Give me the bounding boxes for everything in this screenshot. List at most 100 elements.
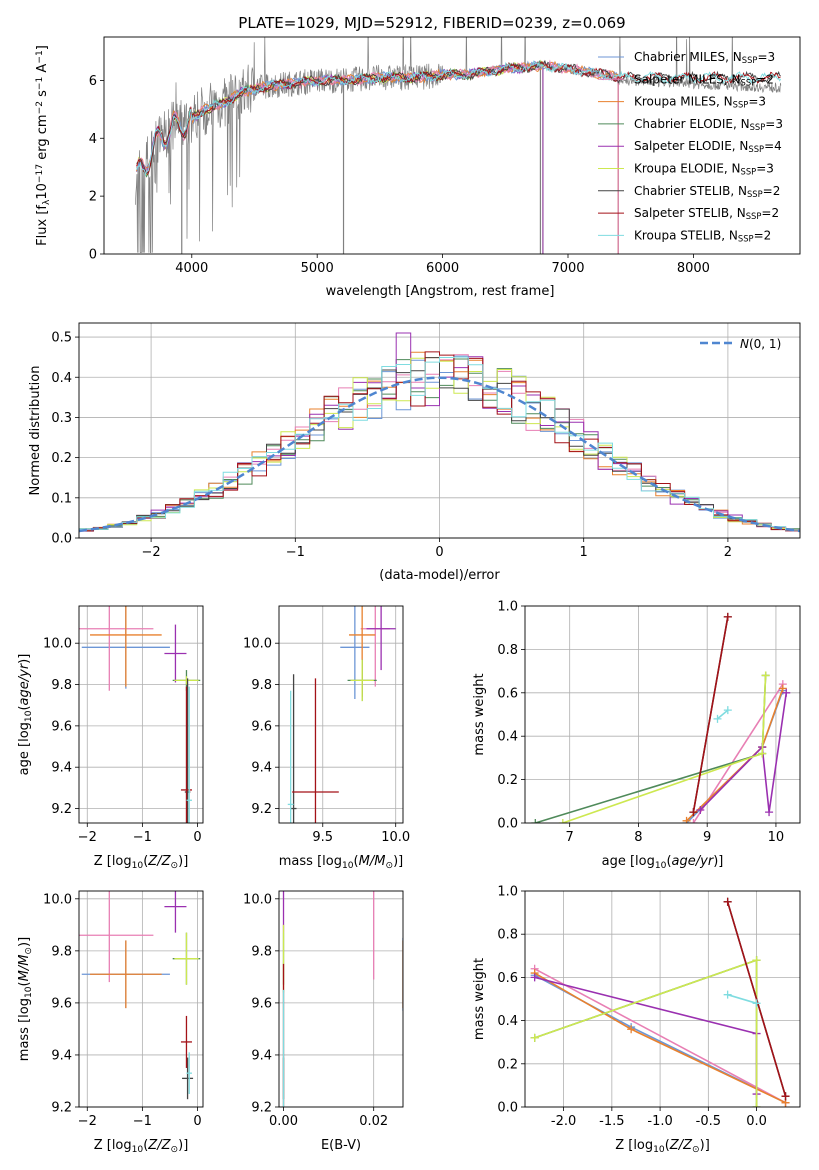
y-tick-label: 0.8 [497, 643, 518, 658]
y-tick-label: 2 [89, 190, 97, 205]
weight-series-line [699, 692, 788, 813]
chart-title: PLATE=1029, MJD=52912, FIBERID=0239, z=0… [238, 14, 625, 32]
y-tick-label: 9.2 [251, 1101, 272, 1116]
weight-marker [689, 808, 698, 817]
weight-series-line [716, 709, 729, 720]
mass_vs_Z-axes: −2 −1 0 9.2 9.4 9.6 9.8 10.0 [43, 891, 203, 1129]
mass_vs_Z-plot [79, 891, 201, 1100]
y-tick-label: 9.2 [51, 1101, 72, 1116]
weight-marker [530, 973, 539, 982]
legend-entry-part: Chabrier MILES, N [634, 50, 742, 64]
x-tick-label: −2 [142, 545, 161, 560]
weight-marker [723, 706, 732, 715]
legend-entry-part: =2 [754, 228, 772, 242]
x-tick-label: 1 [580, 545, 588, 560]
weight-marker [752, 999, 761, 1008]
legend-entry-part: =2 [761, 206, 779, 220]
x-tick-label: 10 [768, 830, 785, 845]
x-axis-label-part: )] [393, 854, 403, 869]
x-axis-label-part: ⊙ [385, 861, 393, 871]
weight-series-line [692, 616, 729, 813]
legend-entry-part: =3 [756, 162, 774, 176]
x-tick-label: 8000 [677, 261, 710, 276]
x-axis-label: age [log10(age/yr)] [602, 854, 724, 871]
weight_vs_age-axes: 7 8 9 10 0.0 0.2 0.4 0.6 0.8 1.0 [497, 600, 800, 845]
y-axis-label-part: mass [log [17, 998, 32, 1061]
y-tick-label: 9.6 [51, 996, 72, 1011]
y-tick-label: 9.8 [251, 678, 272, 693]
legend-entry-part: Salpeter STELIB, N [634, 206, 746, 220]
x-axis-label-part: ( [666, 854, 671, 869]
x-tick-label: 2 [724, 545, 732, 560]
x-axis-label-part: Z [log [94, 1138, 132, 1153]
x-axis-label-part: age [log [602, 854, 655, 869]
legend-entry: Salpeter MILES, NSSP=2 [634, 72, 774, 87]
y-axis-label-part: age/yr [17, 662, 32, 705]
y-axis-label-part: λ [42, 199, 52, 205]
x-axis-label-part: ⊙ [171, 1145, 179, 1155]
residuals-axes: −2 −1 0 1 2 0.0 0.1 0.2 0.3 0.4 0.5 [51, 323, 800, 560]
x-tick-label: 7 [566, 830, 574, 845]
y-axis-label: Normed distribution [28, 366, 43, 496]
x-axis-label-part: ( [354, 854, 359, 869]
normal-curve [79, 376, 800, 533]
y-axis-label-part: −2 [35, 101, 45, 114]
x-axis-label: Z [log10(Z/Z⊙)] [94, 1138, 189, 1155]
model-spectrum-line [136, 59, 781, 174]
y-tick-label: 1.0 [497, 885, 518, 900]
legend-entry-part: SSP [733, 100, 749, 110]
weight-marker [723, 897, 732, 906]
legend-entry-part: =3 [748, 95, 766, 109]
y-tick-label: 0.4 [497, 1014, 518, 1029]
x-tick-label: -1.5 [599, 1114, 624, 1129]
y-axis-label-part: 10 [24, 986, 34, 998]
y-axis-label-part: )] [17, 937, 32, 947]
x-tick-label: 0 [193, 1114, 201, 1129]
legend-entry-part: SSP [741, 167, 757, 177]
x-axis-label-part: 10 [655, 861, 667, 871]
y-axis-label-part: Flux [f [35, 205, 50, 246]
x-tick-label: −2 [78, 830, 97, 845]
weight-marker [723, 990, 732, 999]
legend-entry-part: Kroupa ELODIE, N [634, 162, 741, 176]
y-tick-label: 0.3 [51, 411, 72, 426]
x-tick-label: 9.5 [312, 830, 333, 845]
legend-entry-part: Kroupa MILES, N [634, 95, 733, 109]
y-tick-label: 9.8 [51, 678, 72, 693]
x-tick-label: −1 [133, 830, 152, 845]
legend-entry-part: Salpeter ELODIE, N [634, 139, 748, 153]
legend-entry-part: N [740, 337, 749, 351]
x-axis-label-part: ( [143, 1138, 148, 1153]
y-axis-label-part: −1 [35, 50, 45, 63]
axes-frame [103, 36, 801, 255]
legend-entry-part: =3 [757, 50, 775, 64]
legend-entry: Kroupa ELODIE, NSSP=3 [634, 162, 774, 177]
legend-entry-part: SSP [747, 189, 763, 199]
axes-frame [524, 890, 801, 1108]
x-axis-label: Z [log10(Z/Z⊙)] [94, 854, 189, 871]
x-axis-label-part: 10 [342, 861, 354, 871]
legend-entry-part: SSP [746, 211, 762, 221]
weight-marker [689, 819, 698, 823]
legend-entry-part: =3 [765, 117, 783, 131]
y-tick-label: 10.0 [243, 637, 272, 652]
x-axis-label-part: Z/Z [147, 854, 171, 869]
y-tick-label: 0.0 [497, 1101, 518, 1116]
legend-entry-part: Kroupa STELIB, N [634, 228, 738, 242]
age_vs_mass-plot [287, 606, 396, 823]
y-axis-label: mass weight [472, 958, 487, 1040]
y-tick-label: 0.5 [51, 331, 72, 346]
legend-entry-part: Chabrier ELODIE, N [634, 117, 750, 131]
y-tick-label: 9.8 [251, 944, 272, 959]
y-axis-label-part: −17 [35, 164, 45, 183]
x-tick-label: 0.0 [746, 1114, 767, 1129]
legend-entry-part: SSP [750, 122, 766, 132]
x-tick-label: 0 [435, 545, 443, 560]
weight-series-line [562, 675, 767, 823]
weight_vs_age-plot [531, 612, 791, 823]
y-tick-label: 6 [89, 74, 97, 89]
legend-entry: Salpeter ELODIE, NSSP=4 [634, 139, 782, 154]
axes-frame [524, 605, 801, 824]
